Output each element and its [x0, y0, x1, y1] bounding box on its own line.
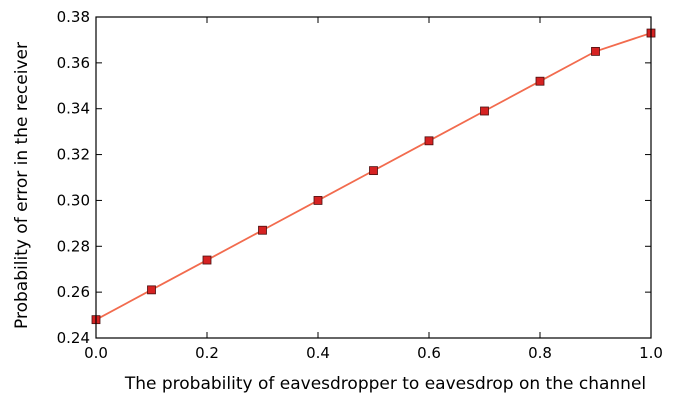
data-point-marker: [480, 106, 489, 116]
y-tick-label: 0.38: [57, 8, 90, 26]
series-layer: [91, 28, 656, 325]
x-tick-label: 0.6: [417, 344, 441, 362]
data-point-marker: [591, 46, 600, 56]
data-point-marker: [369, 166, 378, 176]
x-tick-label: 0.2: [195, 344, 219, 362]
x-tick-label: 0.4: [306, 344, 330, 362]
x-axis-title: The probability of eavesdropper to eaves…: [124, 374, 646, 394]
axis-tick-labels: 0.0 0.2 0.4 0.6 0.8 1.0 0.24 0.26 0.28 0.30 0.32 0.…: [57, 8, 663, 362]
data-point-marker: [147, 285, 156, 295]
data-point-marker: [535, 76, 545, 86]
y-tick-label: 0.30: [57, 191, 90, 209]
data-point-marker: [202, 255, 212, 265]
data-point-marker: [424, 136, 434, 146]
y-tick-label: 0.32: [57, 146, 90, 164]
y-tick-label: 0.34: [57, 100, 90, 118]
series-line: [95, 32, 652, 321]
x-tick-label: 0.8: [528, 344, 552, 362]
data-point-marker: [258, 225, 267, 235]
y-tick-label: 0.28: [57, 237, 90, 255]
x-tick-label: 0.0: [84, 344, 108, 362]
plot-frame: [95, 16, 652, 339]
x-tick-label: 1.0: [639, 344, 663, 362]
axis-ticks: [95, 16, 652, 339]
y-axis-title: Probability of error in the receiver: [12, 42, 32, 329]
y-tick-label: 0.36: [57, 54, 90, 72]
data-point-marker: [313, 196, 323, 205]
y-tick-label: 0.26: [57, 283, 90, 301]
y-tick-label: 0.24: [57, 329, 90, 347]
